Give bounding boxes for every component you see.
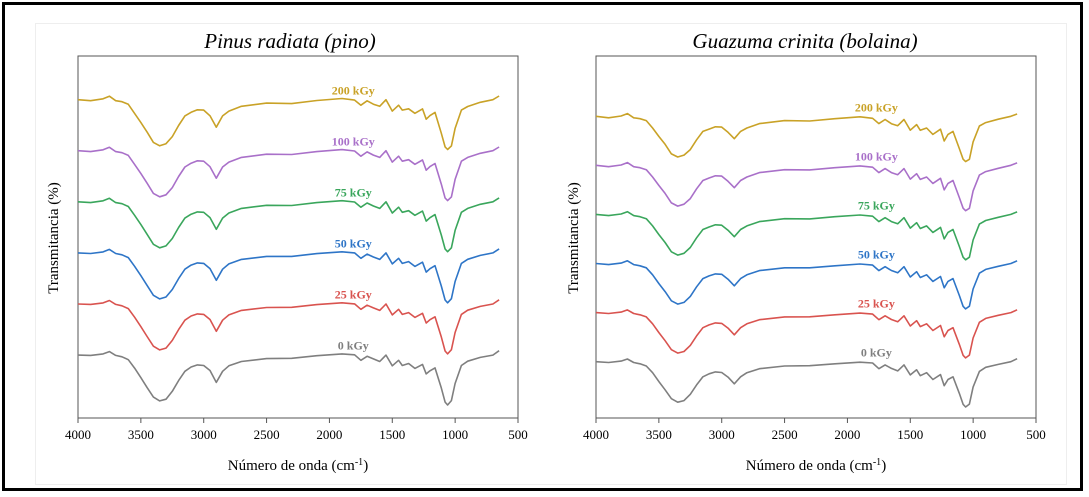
x-tick-label: 3500 — [646, 427, 672, 442]
x-tick-label: 4000 — [65, 427, 91, 442]
spectrum-line-50-kgy — [595, 260, 1018, 310]
x-tick-label: 4000 — [583, 427, 609, 442]
series-labels: 0 kGy 25 kGy 50 kGy 75 kGy 100 kGy 200 kGy — [855, 100, 898, 359]
spectrum-line-25-kgy — [77, 299, 500, 355]
series-label: 50 kGy — [858, 247, 895, 261]
series-label: 100 kGy — [332, 135, 375, 149]
series-label: 200 kGy — [855, 100, 898, 114]
series-label: 75 kGy — [858, 198, 895, 212]
panel-guazuma-crinita: Guazuma crinita (bolaina) Transmitancia … — [566, 29, 1046, 474]
x-tick-label: 1500 — [379, 427, 405, 442]
x-axis-label: Número de onda (cm-1) — [228, 457, 368, 475]
panel-pinus-radiata: Pinus radiata (pino) Transmitancia (%) N… — [46, 29, 528, 474]
plot-area — [595, 55, 1037, 419]
series-label: 25 kGy — [335, 288, 372, 302]
figure-canvas — [35, 23, 1067, 485]
series-label: 25 kGy — [858, 296, 895, 310]
x-tick-label: 1500 — [897, 427, 923, 442]
spectrum-line-0-kgy — [77, 350, 500, 406]
spectrum-line-25-kgy — [595, 309, 1018, 359]
series-label: 200 kGy — [332, 84, 375, 98]
series-labels: 0 kGy 25 kGy 50 kGy 75 kGy 100 kGy 200 kGy — [332, 84, 375, 353]
x-tick-label: 2500 — [772, 427, 798, 442]
panel-title: Pinus radiata (pino) — [203, 29, 376, 53]
spectrum-line-75-kgy — [595, 210, 1018, 261]
panel-title: Guazuma crinita (bolaina) — [692, 29, 917, 53]
x-tick-label: 2000 — [316, 427, 342, 442]
x-ticks: 4000 3500 3000 2500 2000 1500 1000 500 — [65, 418, 528, 442]
spectrum-line-200-kgy — [595, 112, 1018, 163]
figure-frame — [2, 2, 1083, 491]
plot-area — [77, 55, 519, 419]
x-tick-label: 2500 — [254, 427, 280, 442]
spectra — [595, 112, 1018, 408]
x-tick-label: 3000 — [709, 427, 735, 442]
spectrum-line-50-kgy — [77, 248, 500, 304]
spectrum-line-100-kgy — [77, 146, 500, 202]
x-tick-label: 3000 — [191, 427, 217, 442]
series-label: 0 kGy — [338, 339, 369, 353]
x-tick-label: 1000 — [442, 427, 468, 442]
spectra — [77, 95, 500, 406]
y-axis-label: Transmitancia (%) — [566, 182, 582, 294]
series-label: 100 kGy — [855, 149, 898, 163]
series-label: 50 kGy — [335, 237, 372, 251]
series-label: 75 kGy — [335, 186, 372, 200]
x-tick-label: 500 — [508, 427, 528, 442]
x-tick-label: 500 — [1026, 427, 1046, 442]
spectrum-line-200-kgy — [77, 95, 500, 151]
series-label: 0 kGy — [861, 345, 892, 359]
spectrum-line-0-kgy — [595, 357, 1018, 408]
x-axis-label: Número de onda (cm-1) — [746, 457, 886, 475]
x-tick-label: 2000 — [834, 427, 860, 442]
spectrum-line-75-kgy — [77, 197, 500, 253]
y-axis-label: Transmitancia (%) — [46, 182, 62, 294]
x-ticks: 4000 3500 3000 2500 2000 1500 1000 500 — [583, 418, 1046, 442]
x-tick-label: 3500 — [128, 427, 154, 442]
x-tick-label: 1000 — [960, 427, 986, 442]
spectrum-line-100-kgy — [595, 161, 1018, 212]
